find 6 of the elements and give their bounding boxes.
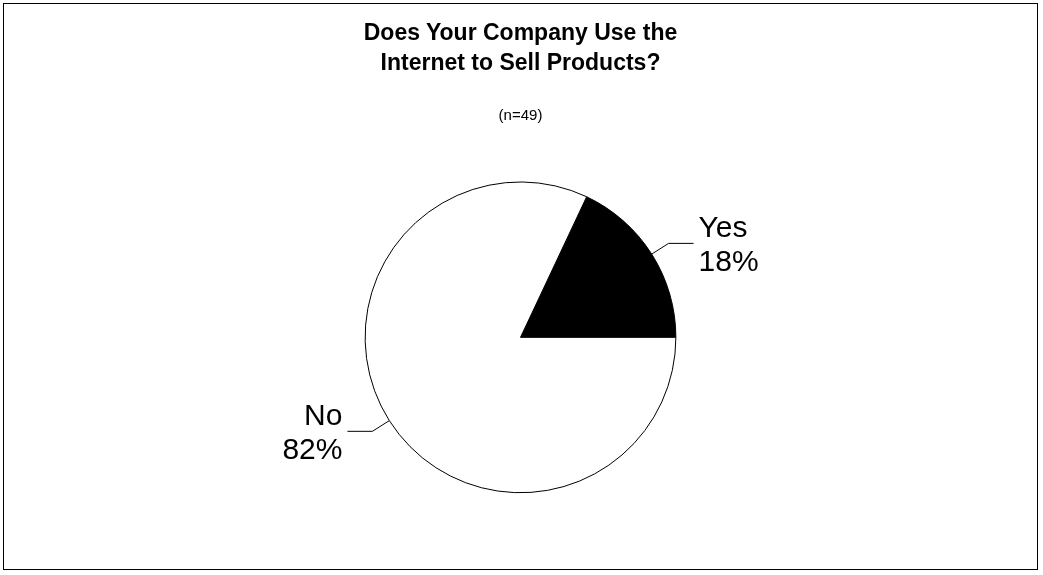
slice-label: Yes <box>698 209 748 243</box>
data-label: 18% <box>698 243 759 277</box>
slice-label: No <box>304 397 343 431</box>
chart-title: Does Your Company Use the Internet to Sell Products? <box>363 19 678 75</box>
chart-subtitle: (n=49) <box>498 106 543 123</box>
data-label: 82% <box>282 431 343 465</box>
